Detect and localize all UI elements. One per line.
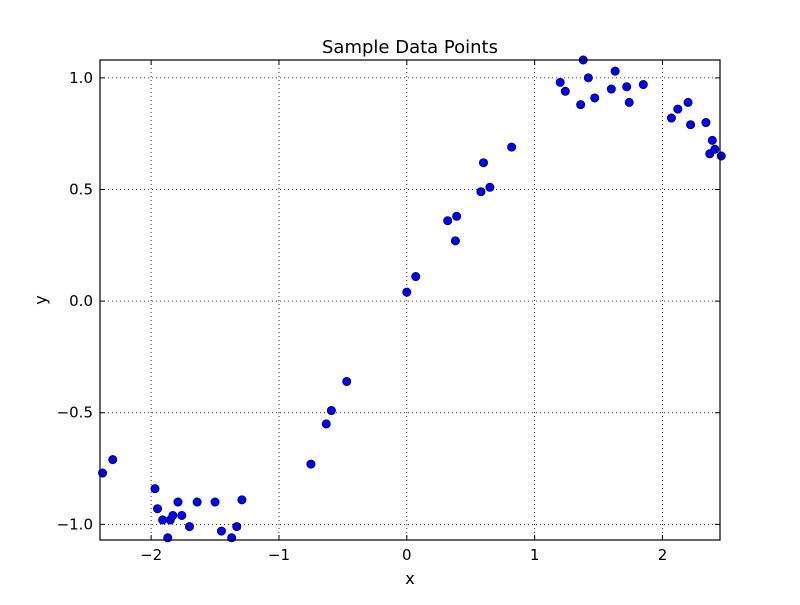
- data-point: [237, 495, 247, 505]
- data-point: [232, 522, 242, 532]
- y-tick-label: −1.0: [57, 515, 93, 533]
- data-point: [321, 419, 331, 429]
- data-point: [173, 497, 183, 507]
- y-tick-label: −0.5: [57, 404, 93, 422]
- grid-lines: [100, 60, 720, 540]
- data-point: [686, 120, 696, 130]
- data-point: [184, 522, 194, 532]
- data-point: [576, 100, 586, 110]
- data-point: [479, 158, 489, 168]
- data-point: [555, 77, 565, 87]
- data-point: [622, 82, 632, 92]
- x-tick-label: −1: [268, 546, 290, 564]
- data-point: [710, 144, 720, 154]
- data-point: [485, 182, 495, 192]
- data-point: [701, 118, 711, 128]
- x-tick-label: 2: [658, 546, 668, 564]
- data-point: [624, 97, 634, 107]
- plot-frame: [99, 59, 721, 541]
- data-point: [210, 497, 220, 507]
- x-axis-label: x: [405, 569, 414, 588]
- data-point: [666, 113, 676, 123]
- data-point: [507, 142, 517, 152]
- data-point: [443, 216, 453, 226]
- data-point: [606, 84, 616, 94]
- data-point: [150, 484, 160, 494]
- data-point: [342, 376, 352, 386]
- plot-area-background: [100, 60, 720, 540]
- x-tick-label: 0: [402, 546, 412, 564]
- data-point: [450, 236, 460, 246]
- data-point: [168, 510, 178, 520]
- chart-title: Sample Data Points: [322, 37, 498, 58]
- axis-ticks: −2 −1 0 1 2 −1.0 −0.5 0.0 0.5 1.0: [57, 60, 720, 564]
- y-tick-label: 0.0: [69, 292, 93, 310]
- y-tick-label: 0.5: [69, 180, 93, 198]
- data-point: [153, 504, 163, 514]
- data-point: [590, 93, 600, 103]
- y-tick-label: 1.0: [69, 69, 93, 87]
- x-tick-label: 1: [530, 546, 540, 564]
- data-point: [683, 97, 693, 107]
- data-point: [192, 497, 202, 507]
- data-point: [707, 135, 717, 145]
- data-point: [227, 533, 237, 543]
- data-point: [216, 526, 226, 536]
- data-point: [560, 86, 570, 96]
- data-point: [452, 211, 462, 221]
- data-point: [610, 66, 620, 76]
- y-axis-label: y: [31, 295, 50, 304]
- data-point: [476, 187, 486, 197]
- data-point: [158, 515, 168, 525]
- data-point: [583, 73, 593, 83]
- data-point: [306, 459, 316, 469]
- data-point: [177, 510, 187, 520]
- data-point: [411, 272, 421, 282]
- data-point: [402, 287, 412, 297]
- data-point: [108, 455, 118, 465]
- data-point: [326, 406, 336, 416]
- data-point: [638, 80, 648, 90]
- data-point: [163, 533, 173, 543]
- data-point: [716, 151, 726, 161]
- x-tick-label: −2: [140, 546, 162, 564]
- data-point: [673, 104, 683, 114]
